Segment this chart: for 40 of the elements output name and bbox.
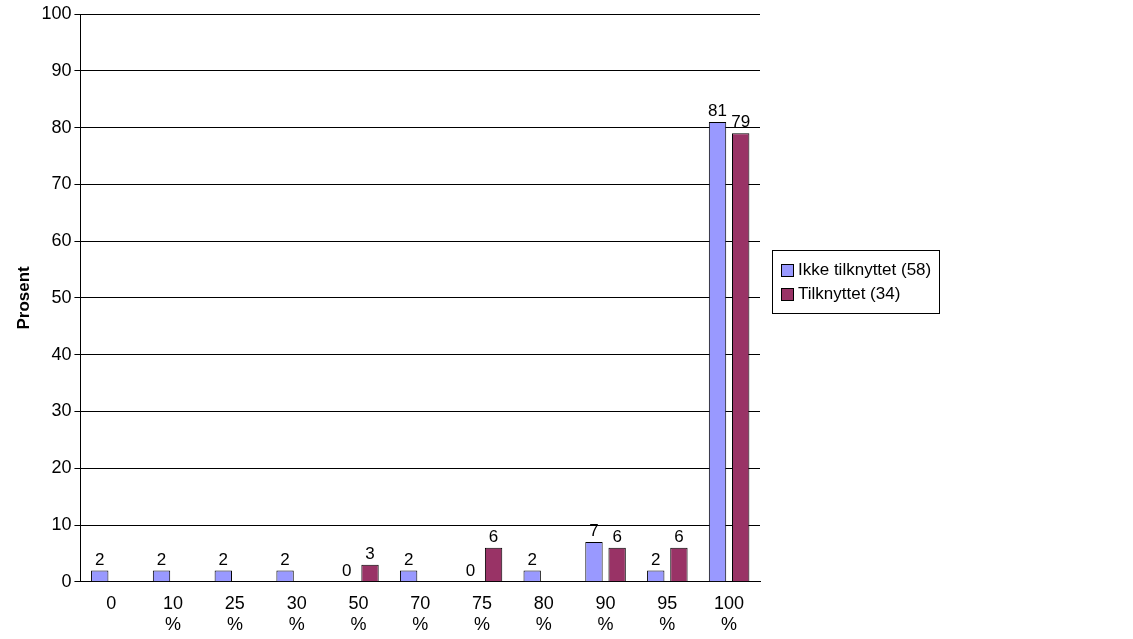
- y-tick-label: 80: [51, 116, 72, 137]
- y-tick-label: 10: [51, 513, 72, 534]
- data-label: 2: [527, 549, 537, 569]
- x-tick-label: 25 %: [224, 592, 245, 635]
- data-label: 81: [708, 101, 727, 121]
- data-label: 0: [342, 560, 352, 580]
- y-tick-label: 90: [51, 59, 72, 80]
- data-label: 2: [651, 549, 661, 569]
- y-tick-label: 0: [61, 570, 72, 591]
- data-label: 3: [365, 543, 375, 563]
- y-axis-title: Prosent: [13, 265, 33, 330]
- x-tick-label: 80 %: [533, 592, 554, 635]
- x-tick-label: 90 %: [595, 592, 616, 635]
- y-tick-label: 60: [51, 230, 72, 251]
- y-tick-label: 70: [51, 173, 72, 194]
- data-label: 6: [488, 526, 499, 546]
- y-tick-label: 40: [51, 343, 72, 364]
- x-tick-label: 95 %: [657, 592, 678, 635]
- y-tick-label: 50: [51, 286, 72, 307]
- data-label: 79: [731, 112, 751, 132]
- x-tick-label: 75 %: [471, 592, 493, 635]
- data-label: 2: [218, 549, 229, 569]
- y-tick-label: 100: [41, 2, 72, 23]
- y-tick-label: 30: [51, 400, 72, 421]
- x-tick-label: 10 %: [163, 592, 184, 635]
- x-tick-label: 30 %: [286, 592, 307, 635]
- legend-label: Ikke tilknyttet (58): [798, 259, 932, 281]
- data-label: 2: [280, 549, 290, 569]
- data-label: 2: [95, 549, 105, 569]
- data-label: 2: [403, 549, 414, 569]
- data-label: 6: [674, 526, 684, 546]
- y-tick-label: 20: [51, 457, 72, 478]
- x-tick-label: 0: [106, 592, 117, 613]
- x-tick-label: 70 %: [410, 592, 431, 635]
- data-label: 0: [465, 560, 476, 580]
- legend-label: Tilknyttet (34): [798, 283, 901, 305]
- data-label: 2: [156, 549, 167, 569]
- x-tick-label: 100 %: [714, 592, 745, 635]
- x-tick-label: 50 %: [348, 592, 369, 635]
- data-label: 6: [612, 526, 622, 546]
